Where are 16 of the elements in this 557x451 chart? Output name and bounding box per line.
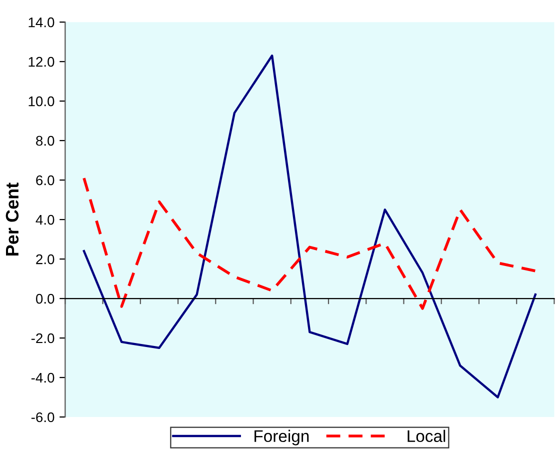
y-tick-label: 2.0 (36, 254, 54, 264)
y-tick-label: 14.0 (28, 17, 54, 28)
y-tick-label: 4.0 (36, 214, 54, 225)
y-tick-label: 12.0 (28, 56, 54, 67)
y-tick-label: -6.0 (31, 412, 54, 422)
line-series (82, 54, 537, 398)
y-axis-title: Per Cent (6, 182, 19, 256)
y-tick-label: 8.0 (36, 136, 54, 146)
y-tick-label: 6.0 (36, 175, 54, 186)
legend-label: Foreign (254, 430, 309, 446)
y-tick-label: 0.0 (36, 294, 54, 304)
y-tick-label: -2.0 (31, 333, 54, 344)
legend-label: Local (408, 430, 446, 442)
line-series (82, 176, 537, 310)
y-tick-label: -4.0 (31, 372, 54, 383)
y-tick-label: 10.0 (28, 96, 54, 106)
